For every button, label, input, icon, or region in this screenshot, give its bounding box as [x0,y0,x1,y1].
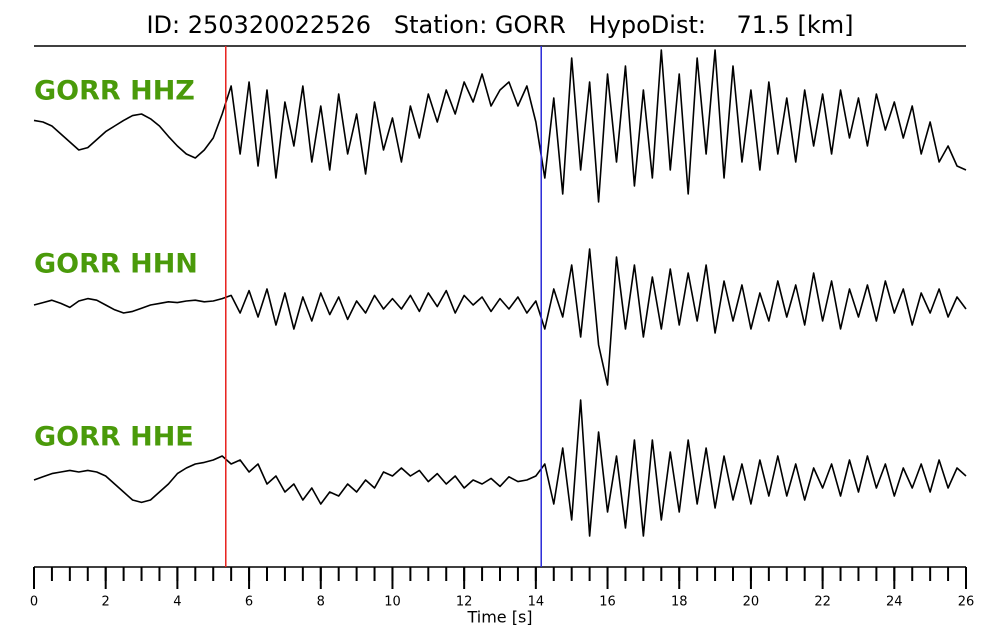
x-tick-label: 8 [317,595,325,610]
x-tick-label: 12 [456,595,473,610]
trace-label: GORR HHE [34,422,194,453]
x-tick-label: 6 [245,595,253,610]
trace-label: GORR HHZ [34,76,195,107]
trace [33,248,967,386]
trace [33,49,967,203]
trace-label: GORR HHN [34,249,198,280]
x-tick-label: 16 [599,595,616,610]
x-tick-label: 10 [384,595,401,610]
x-tick-label: 2 [102,595,110,610]
x-tick-label: 24 [886,595,903,610]
trace [33,399,967,537]
x-tick-label: 22 [814,595,831,610]
x-tick-label: 14 [528,595,545,610]
chart-title: ID: 250320022526 Station: GORR HypoDist:… [146,11,853,39]
x-axis-label: Time [s] [466,608,532,627]
x-tick-label: 20 [743,595,760,610]
x-tick-label: 0 [30,595,38,610]
x-tick-label: 4 [173,595,181,610]
x-tick-label: 26 [958,595,975,610]
x-tick-label: 18 [671,595,688,610]
